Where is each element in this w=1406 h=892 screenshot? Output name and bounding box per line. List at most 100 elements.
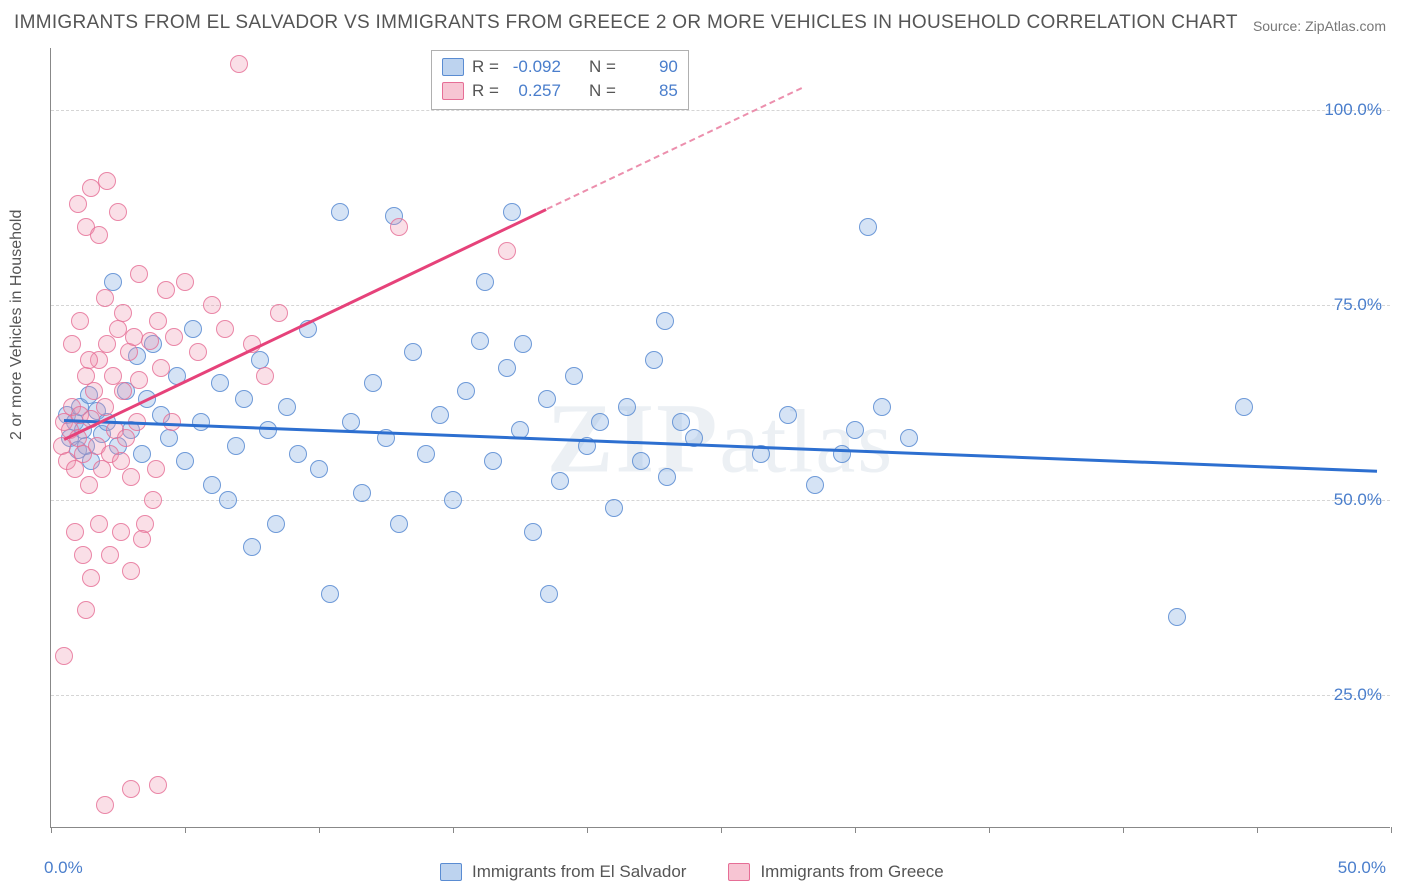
y-tick-label: 25.0% [1334, 685, 1382, 705]
scatter-point [98, 335, 116, 353]
scatter-point [66, 460, 84, 478]
scatter-point [55, 647, 73, 665]
scatter-point [80, 476, 98, 494]
scatter-point [444, 491, 462, 509]
scatter-point [130, 265, 148, 283]
gridline-h [51, 305, 1390, 306]
scatter-point [114, 304, 132, 322]
scatter-point [122, 562, 140, 580]
scatter-point [779, 406, 797, 424]
scatter-point [503, 203, 521, 221]
scatter-point [259, 421, 277, 439]
scatter-point [417, 445, 435, 463]
scatter-point [176, 273, 194, 291]
scatter-point [96, 796, 114, 814]
trend-line [64, 208, 547, 440]
legend-swatch-pink [728, 863, 750, 881]
scatter-point [540, 585, 558, 603]
scatter-point [69, 195, 87, 213]
y-axis-label: 2 or more Vehicles in Household [8, 210, 26, 440]
scatter-point [431, 406, 449, 424]
scatter-point [133, 530, 151, 548]
legend-r-value: -0.092 [507, 57, 561, 77]
scatter-point [152, 359, 170, 377]
scatter-point [498, 242, 516, 260]
scatter-point [77, 601, 95, 619]
scatter-point [498, 359, 516, 377]
scatter-point [192, 413, 210, 431]
scatter-point [184, 320, 202, 338]
legend-r-label: R = [472, 57, 499, 77]
scatter-point [160, 429, 178, 447]
scatter-point [120, 343, 138, 361]
legend-swatch-blue [440, 863, 462, 881]
scatter-point [189, 343, 207, 361]
scatter-point [331, 203, 349, 221]
scatter-point [859, 218, 877, 236]
legend-n-value: 90 [624, 57, 678, 77]
scatter-point [101, 546, 119, 564]
x-tick [989, 827, 990, 833]
scatter-point [90, 226, 108, 244]
scatter-point [82, 569, 100, 587]
source-attribution: Source: ZipAtlas.com [1253, 18, 1386, 34]
scatter-point [1235, 398, 1253, 416]
scatter-point [227, 437, 245, 455]
scatter-point [216, 320, 234, 338]
x-tick [1257, 827, 1258, 833]
scatter-point [93, 460, 111, 478]
scatter-point [591, 413, 609, 431]
legend-label-greece: Immigrants from Greece [760, 862, 943, 882]
scatter-point [524, 523, 542, 541]
legend-n-label: N = [589, 57, 616, 77]
scatter-point [278, 398, 296, 416]
watermark: ZIPatlas [547, 380, 895, 495]
scatter-point [289, 445, 307, 463]
scatter-point [147, 460, 165, 478]
scatter-point [96, 398, 114, 416]
scatter-point [243, 538, 261, 556]
x-tick [1123, 827, 1124, 833]
scatter-point [873, 398, 891, 416]
scatter-point [656, 312, 674, 330]
scatter-point [203, 296, 221, 314]
scatter-point [122, 780, 140, 798]
scatter-point [457, 382, 475, 400]
scatter-point [63, 335, 81, 353]
series-legend: Immigrants from El Salvador Immigrants f… [440, 862, 944, 882]
legend-swatch-pink [442, 82, 464, 100]
scatter-point [114, 382, 132, 400]
scatter-point [133, 445, 151, 463]
scatter-point [605, 499, 623, 517]
scatter-point [130, 371, 148, 389]
scatter-point [112, 523, 130, 541]
scatter-point [321, 585, 339, 603]
gridline-h [51, 695, 1390, 696]
x-tick [855, 827, 856, 833]
correlation-legend-box: R = -0.092 N = 90 R = 0.257 N = 85 [431, 50, 689, 110]
legend-row-pink: R = 0.257 N = 85 [442, 79, 678, 103]
scatter-point [353, 484, 371, 502]
scatter-point [538, 390, 556, 408]
scatter-point [176, 452, 194, 470]
scatter-point [98, 172, 116, 190]
scatter-point [66, 523, 84, 541]
x-axis-min-label: 0.0% [44, 858, 83, 878]
scatter-point [211, 374, 229, 392]
gridline-h [51, 110, 1390, 111]
scatter-point [149, 776, 167, 794]
scatter-point [310, 460, 328, 478]
legend-row-blue: R = -0.092 N = 90 [442, 55, 678, 79]
scatter-point [141, 332, 159, 350]
scatter-point [270, 304, 288, 322]
scatter-point [672, 413, 690, 431]
scatter-point [846, 421, 864, 439]
scatter-point [364, 374, 382, 392]
scatter-point [122, 468, 140, 486]
scatter-point [833, 445, 851, 463]
y-tick-label: 100.0% [1324, 100, 1382, 120]
scatter-point [109, 203, 127, 221]
scatter-point [632, 452, 650, 470]
scatter-point [471, 332, 489, 350]
legend-swatch-blue [442, 58, 464, 76]
